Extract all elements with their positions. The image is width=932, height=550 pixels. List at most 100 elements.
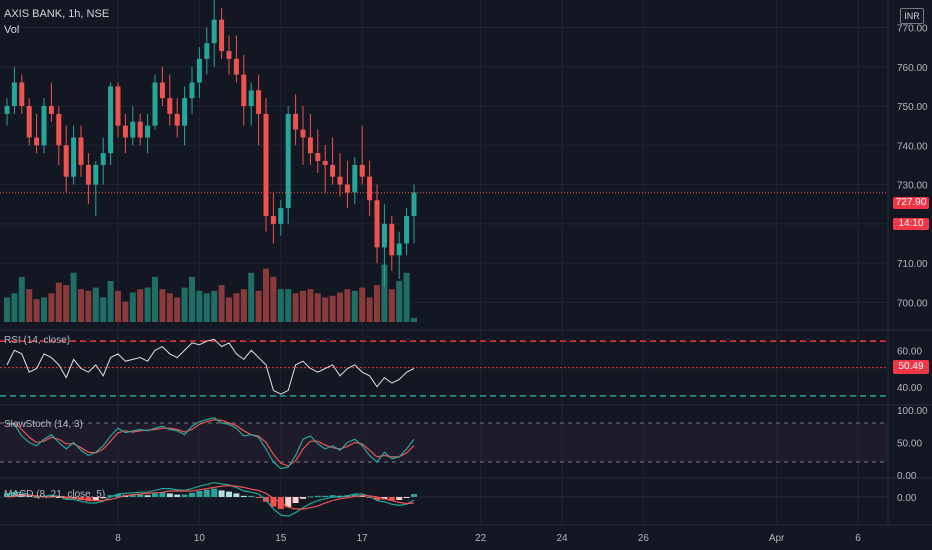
stoch-k-line <box>6 417 415 470</box>
volume-bar <box>300 290 306 322</box>
candle-body <box>137 121 143 138</box>
macd-histogram-bar <box>159 492 166 497</box>
candle-body <box>204 43 210 59</box>
macd-histogram-bar <box>226 491 232 497</box>
price-tick-label: 750.00 <box>897 102 928 113</box>
volume-bar <box>255 290 262 322</box>
macd-signal-line <box>6 484 415 510</box>
macd-histogram-bar <box>374 497 380 500</box>
candle-body <box>63 145 69 177</box>
candle-body <box>78 137 84 165</box>
macd-histogram-bar <box>189 492 195 497</box>
candle-body <box>122 125 128 138</box>
candle-body <box>48 106 54 114</box>
volume-bar <box>107 281 114 322</box>
candle-body <box>226 51 232 59</box>
candle-body <box>381 223 387 248</box>
price-tick-label: 730.00 <box>897 181 928 192</box>
candle-body <box>71 137 77 177</box>
volume-label: Vol <box>4 24 20 36</box>
volume-bar <box>100 297 107 322</box>
last-price-tag: 727.90 <box>893 197 929 209</box>
macd-histogram-bar <box>411 494 417 497</box>
volume-bar <box>226 297 232 322</box>
macd-histogram-bar <box>203 489 210 497</box>
macd-histogram-bar <box>63 497 70 500</box>
candle-body <box>159 82 165 99</box>
macd-histogram-bar <box>174 494 181 497</box>
x-tick-label: 10 <box>194 533 206 544</box>
macd-histogram-bar <box>403 497 410 498</box>
macd-tick-label: 0.00 <box>897 493 917 504</box>
volume-bar <box>196 290 203 322</box>
candle-body <box>19 82 25 107</box>
rsi-label: RSI (14, close) <box>4 335 71 346</box>
volume-bar <box>55 282 62 322</box>
macd-histogram-bar <box>307 496 314 498</box>
volume-bar <box>85 290 92 322</box>
macd-label: MACD (8, 21, close, 5) <box>4 489 106 500</box>
candle-body <box>307 137 313 154</box>
volume-bar <box>166 293 173 322</box>
candle-body <box>115 86 121 126</box>
candle-body <box>26 106 32 138</box>
volume-bar <box>329 295 336 322</box>
macd-histogram-bar <box>152 493 158 497</box>
candle-body <box>41 106 47 146</box>
candle-body <box>182 98 188 126</box>
macd-histogram-bar <box>55 497 62 498</box>
candle-body <box>11 82 17 107</box>
candle-body <box>174 113 180 126</box>
x-tick-label: 26 <box>638 533 650 544</box>
volume-bar <box>396 281 403 322</box>
volume-bar <box>189 276 195 322</box>
volume-bar <box>359 287 366 322</box>
candle-body <box>396 243 402 256</box>
volume-bar <box>11 293 18 322</box>
candle-body <box>315 153 321 161</box>
rsi-value-tag: 50.49 <box>893 360 929 374</box>
macd-histogram-bar <box>26 495 33 497</box>
macd-histogram-bar <box>300 497 306 499</box>
volume-bar <box>270 276 277 322</box>
volume-bar <box>248 272 255 322</box>
candle-body <box>278 208 284 224</box>
volume-bar <box>292 293 299 322</box>
volume-bar <box>240 289 247 322</box>
volume-bar <box>314 293 321 322</box>
macd-histogram-bar <box>196 491 203 497</box>
price-tick-label: 770.00 <box>897 23 928 34</box>
candle-body <box>330 164 336 177</box>
macd-histogram-bar <box>48 495 55 497</box>
volume-bar <box>26 289 33 322</box>
currency-badge[interactable]: INR <box>900 8 924 24</box>
rsi-line <box>6 338 415 395</box>
macd-histogram-bar <box>366 497 373 498</box>
volume-bar <box>4 297 10 322</box>
candle-body <box>196 58 202 83</box>
volume-bar <box>78 289 84 322</box>
volume-bar <box>381 264 388 322</box>
volume-bar <box>322 297 329 322</box>
volume-bar <box>129 292 136 322</box>
macd-histogram-bar <box>211 488 218 497</box>
candle-body <box>293 113 299 130</box>
macd-histogram-bar <box>218 490 225 497</box>
rsi-tick-label: 40.00 <box>897 383 922 394</box>
x-tick-label: 22 <box>475 533 487 544</box>
candle-body <box>108 86 114 154</box>
candle-body <box>411 192 417 216</box>
macd-histogram-bar <box>248 495 255 497</box>
candle-body <box>322 161 328 165</box>
candle-body <box>352 164 358 193</box>
candle-body <box>219 19 225 52</box>
candle-body <box>300 129 306 138</box>
volume-bar <box>374 285 380 322</box>
volume-bar <box>144 287 151 322</box>
candle-body <box>189 82 195 99</box>
macd-histogram-bar <box>388 497 395 501</box>
volume-bar <box>115 290 121 322</box>
volume-bar <box>366 297 373 322</box>
candle-body <box>211 19 217 44</box>
